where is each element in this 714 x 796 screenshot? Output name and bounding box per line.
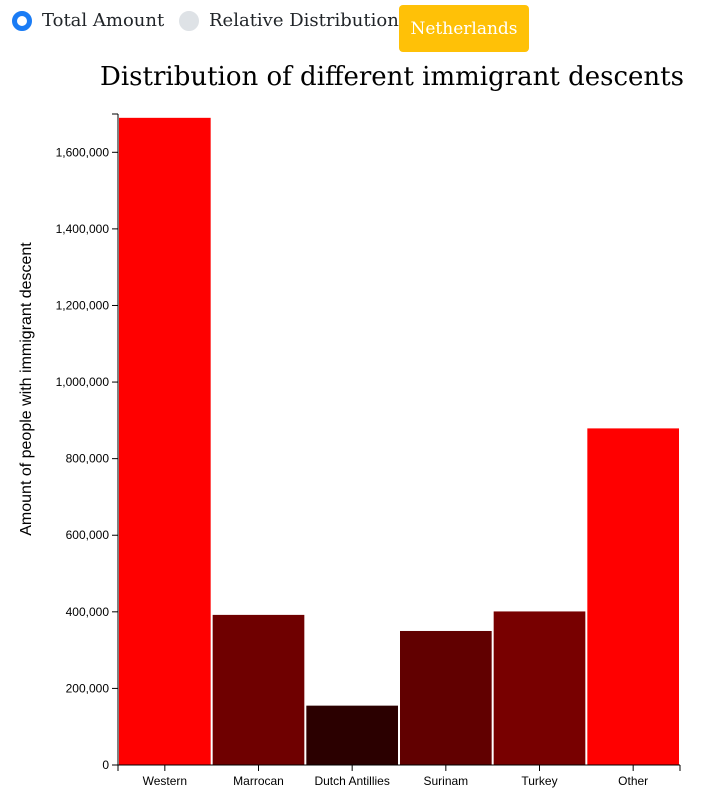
radio-checked-icon[interactable] — [12, 10, 32, 31]
x-tick-label: Marrocan — [233, 774, 284, 788]
x-tick-label: Turkey — [521, 774, 557, 788]
chart-title: Distribution of different immigrant desc… — [100, 62, 684, 92]
y-tick-label: 1,000,000 — [56, 375, 110, 389]
y-tick-label: 800,000 — [66, 452, 110, 466]
y-tick-label: 400,000 — [66, 605, 110, 619]
bars-group — [119, 117, 679, 766]
bar-marrocan[interactable] — [212, 614, 305, 765]
y-tick-label: 1,400,000 — [56, 222, 110, 236]
bar-dutch-antillies[interactable] — [306, 705, 398, 765]
country-button[interactable]: Netherlands — [399, 5, 529, 52]
x-tick-label: Dutch Antillies — [314, 774, 389, 788]
x-tick-label: Western — [143, 774, 187, 788]
bar-western[interactable] — [119, 117, 211, 766]
bar-other[interactable] — [587, 428, 679, 765]
radio-total-amount-label: Total Amount — [42, 10, 165, 31]
y-tick-label: 200,000 — [66, 681, 110, 695]
radio-relative-distribution[interactable]: Relative Distribution — [179, 10, 399, 31]
radio-total-amount[interactable]: Total Amount — [12, 10, 164, 31]
y-tick-label: 1,200,000 — [56, 298, 110, 312]
x-tick-label: Other — [618, 774, 648, 788]
y-tick-label: 0 — [102, 758, 109, 772]
radio-relative-distribution-label: Relative Distribution — [209, 10, 399, 31]
y-tick-label: 1,600,000 — [56, 145, 110, 159]
y-tick-label: 600,000 — [66, 528, 110, 542]
controls-bar: Total Amount Relative Distribution Nethe… — [0, 0, 714, 56]
bar-surinam[interactable] — [400, 630, 492, 765]
y-axis-title: Amount of people with immigrant descent — [18, 242, 35, 536]
x-tick-label: Surinam — [423, 774, 468, 788]
bar-turkey[interactable] — [493, 611, 586, 765]
y-axis: 0 200,000 400,000 600,000 800,000 1,000,000 1,… — [56, 113, 119, 772]
x-axis: Western Marrocan Dutch Antillies Surinam Tur… — [117, 764, 681, 788]
radio-unchecked-icon[interactable] — [179, 10, 199, 31]
